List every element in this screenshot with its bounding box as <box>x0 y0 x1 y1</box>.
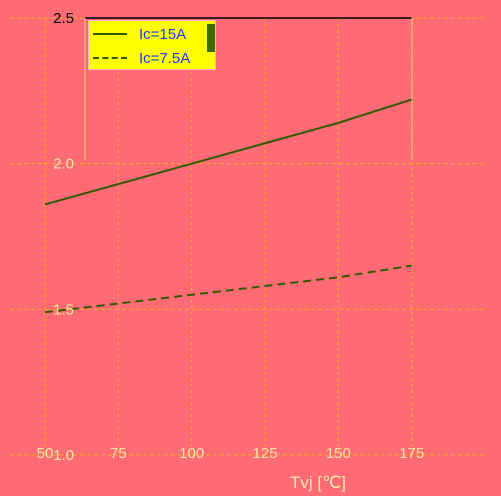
x-tick-label: 75 <box>110 445 127 462</box>
y-tick-label: 1.0 <box>53 447 74 464</box>
y-tick-label: 2.0 <box>53 156 74 173</box>
plot-frame <box>84 17 413 160</box>
x-tick-label: 50 <box>37 445 54 462</box>
legend-label: Ic=7.5A <box>139 49 191 67</box>
y-tick-label: 2.5 <box>53 10 74 27</box>
x-tick-label: 175 <box>399 445 424 462</box>
series-lines <box>44 98 412 314</box>
legend-item-ic-15a: Ic=15A <box>93 24 186 44</box>
grid <box>10 17 485 456</box>
axis-ticks: 50 75 100 125 150 175 1.0 1.5 2.0 2.5 <box>37 10 425 464</box>
series-line-ic-15a <box>44 98 412 206</box>
x-tick-label: 100 <box>179 445 204 462</box>
legend-label: Ic=15A <box>139 25 187 43</box>
legend: Ic=15A Ic=7.5A <box>88 20 216 70</box>
legend-solid-line-swatch <box>93 33 127 35</box>
legend-item-ic-7-5a: Ic=7.5A <box>93 48 190 68</box>
x-tick-label: 125 <box>252 445 277 462</box>
legend-dashed-line-swatch <box>93 57 127 59</box>
series-line-ic-7-5a <box>44 264 412 314</box>
legend-accent-bar <box>207 24 215 52</box>
x-axis-label: Tvj [℃] <box>290 473 346 492</box>
x-tick-label: 150 <box>326 445 351 462</box>
y-tick-label: 1.5 <box>53 301 74 318</box>
